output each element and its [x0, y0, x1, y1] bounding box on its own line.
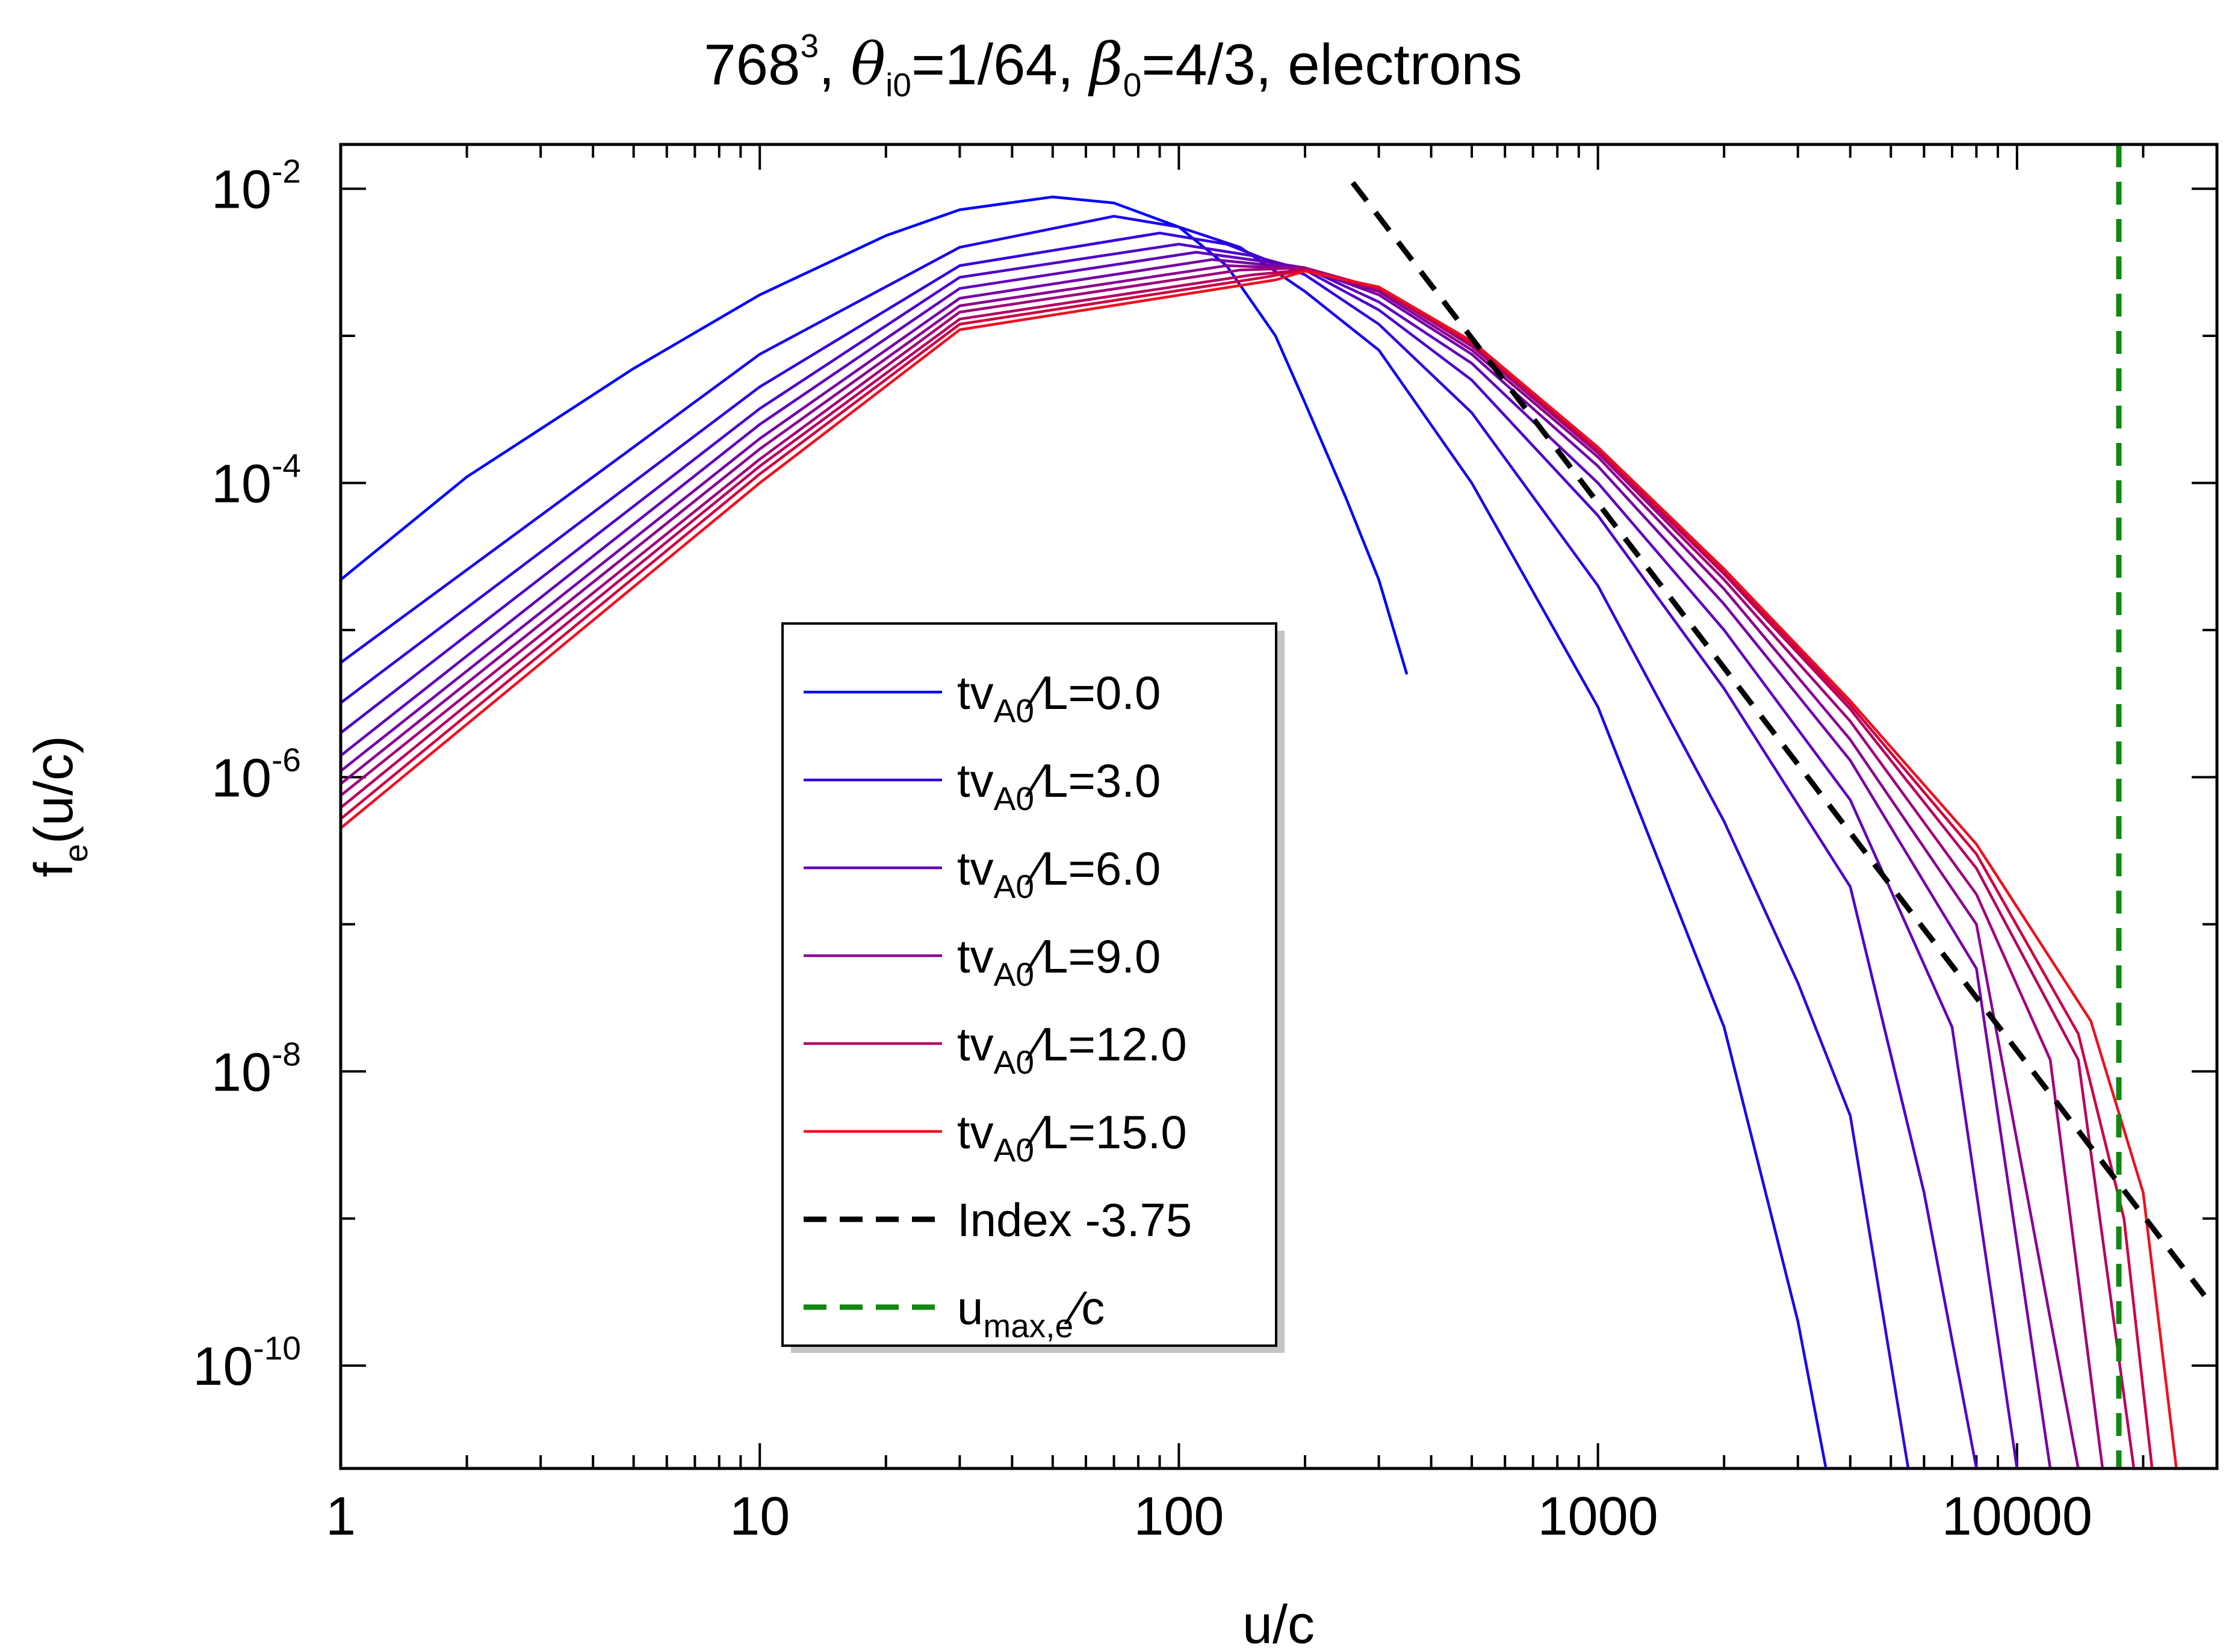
title-grid-exp: 3	[800, 27, 819, 64]
title-beta: β	[1088, 31, 1123, 98]
reference-line-0	[1350, 181, 2207, 1298]
series-line-3	[339, 243, 1978, 1469]
x-tick-label: 10	[730, 1486, 790, 1547]
legend-label: Index -3.75	[957, 1193, 1192, 1246]
series-line-4	[339, 250, 2019, 1469]
legend-label: tvA0⁄L=0.0	[957, 666, 1161, 729]
series-line-7	[339, 266, 2104, 1469]
legend-label: tvA0⁄L=9.0	[957, 930, 1161, 993]
x-axis-label: u/c	[1242, 1595, 1315, 1652]
series-line-10	[339, 270, 2178, 1469]
x-tick-label: 10000	[1942, 1486, 2092, 1547]
title-theta: θ	[851, 31, 885, 98]
y-tick-label: 10-8	[211, 1035, 301, 1103]
legend-label: tvA0⁄L=3.0	[957, 754, 1161, 817]
series-line-5	[339, 258, 2052, 1469]
legend-label: tvA0⁄L=6.0	[957, 842, 1161, 905]
y-axis-label: fe(u/c)	[24, 735, 95, 877]
title-theta-sub: i0	[885, 66, 911, 104]
legend-box	[781, 622, 1277, 1347]
y-tick-label: 10-4	[211, 447, 301, 514]
x-tick-label: 100	[1133, 1486, 1224, 1547]
x-tick-label: 1000	[1538, 1486, 1658, 1547]
legend-label: tvA0⁄L=15.0	[957, 1106, 1187, 1169]
series-line-0	[339, 195, 1409, 675]
title-grid: 768	[704, 32, 800, 97]
series-layer	[339, 195, 2178, 1469]
y-tick-label: 10-10	[193, 1329, 301, 1397]
axis-ticks	[339, 144, 2218, 1468]
y-tick-label: 10-6	[211, 741, 301, 808]
series-line-1	[339, 215, 1828, 1469]
title-beta-val: =4/3, electrons	[1141, 32, 1522, 97]
title-theta-val: =1/64,	[911, 32, 1074, 97]
reference-lines	[1350, 144, 2207, 1468]
y-tick-label: 10-2	[211, 153, 301, 220]
series-line-2	[339, 231, 1910, 1469]
title-beta-sub: 0	[1123, 66, 1142, 104]
plot-frame	[339, 143, 2219, 1470]
legend: tvA0⁄L=0.0 tvA0⁄L=3.0 tvA0⁄L=6.0 tvA0⁄L=9.0…	[781, 622, 1285, 1353]
chart-title: 7683, θi0=1/64, β0=4/3, electrons	[704, 27, 1522, 104]
legend-label: tvA0⁄L=12.0	[957, 1018, 1187, 1081]
x-tick-label: 1	[326, 1486, 356, 1547]
tick-labels: 1 10 100 1000 10000 10-2 10-4 10-6 10-8 10-10	[193, 153, 2092, 1547]
series-line-6	[339, 264, 2080, 1469]
